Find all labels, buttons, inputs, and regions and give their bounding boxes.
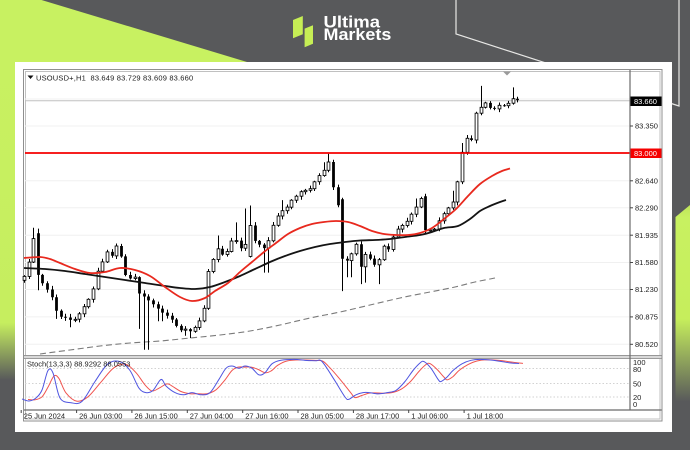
svg-text:81.935: 81.935 — [635, 231, 658, 240]
svg-text:Stoch(13,3,3) 88.9292 88.0553: Stoch(13,3,3) 88.9292 88.0553 — [27, 360, 130, 369]
svg-text:28 Jun 17:00: 28 Jun 17:00 — [356, 412, 399, 421]
svg-text:82.640: 82.640 — [635, 176, 658, 185]
svg-text:28 Jun 05:00: 28 Jun 05:00 — [301, 412, 344, 421]
svg-text:81.230: 81.230 — [635, 285, 658, 294]
svg-text:Ultima: Ultima — [324, 13, 381, 32]
svg-text:83.660: 83.660 — [634, 97, 657, 106]
svg-text:83.000: 83.000 — [634, 149, 657, 158]
svg-text:27 Jun 04:00: 27 Jun 04:00 — [190, 412, 233, 421]
svg-text:80.520: 80.520 — [635, 340, 658, 349]
svg-text:82.290: 82.290 — [635, 203, 658, 212]
svg-text:80.875: 80.875 — [635, 313, 658, 322]
svg-text:100: 100 — [633, 358, 646, 367]
svg-text:0: 0 — [633, 400, 637, 409]
svg-text:81.580: 81.580 — [635, 258, 658, 267]
svg-text:50: 50 — [633, 379, 641, 388]
svg-text:80: 80 — [633, 365, 641, 374]
svg-text:27 Jun 16:00: 27 Jun 16:00 — [245, 412, 288, 421]
svg-text:26 Jun 15:00: 26 Jun 15:00 — [134, 412, 177, 421]
svg-text:25 Jun 2024: 25 Jun 2024 — [24, 412, 65, 421]
svg-text:20: 20 — [633, 393, 641, 402]
svg-text:26 Jun 03:00: 26 Jun 03:00 — [79, 412, 122, 421]
svg-text:USOUSD+,H1 83.649 83.729 83.6: USOUSD+,H1 83.649 83.729 83.609 83.660 — [36, 74, 193, 83]
svg-text:Markets: Markets — [324, 25, 392, 44]
svg-text:83.350: 83.350 — [635, 122, 658, 131]
svg-text:1 Jul 18:00: 1 Jul 18:00 — [467, 412, 504, 421]
svg-text:1 Jul 06:00: 1 Jul 06:00 — [411, 412, 448, 421]
